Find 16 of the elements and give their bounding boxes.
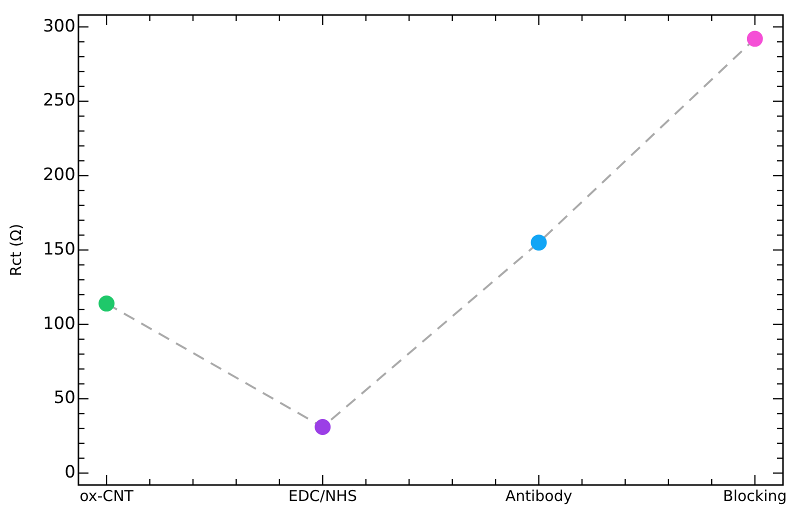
x-tick-label: EDC/NHS [288, 486, 357, 505]
y-tick-label: 150 [42, 239, 76, 260]
point [314, 418, 331, 435]
y-tick-label: 300 [42, 16, 76, 36]
x-tick-label: ox-CNT [80, 486, 134, 505]
point [98, 296, 115, 312]
y-tick-label: 100 [42, 314, 76, 334]
y-tick-label: 50 [54, 388, 76, 408]
point [530, 234, 547, 251]
x-tick-label: Antibody [505, 486, 572, 505]
x-tick-label: Blocking [723, 486, 787, 505]
point [746, 30, 763, 47]
y-axis-title: Rct (Ω) [6, 224, 25, 276]
y-tick-label: 200 [42, 165, 76, 186]
y-tick-label: 0 [64, 462, 76, 483]
y-tick-label: 250 [42, 90, 76, 111]
